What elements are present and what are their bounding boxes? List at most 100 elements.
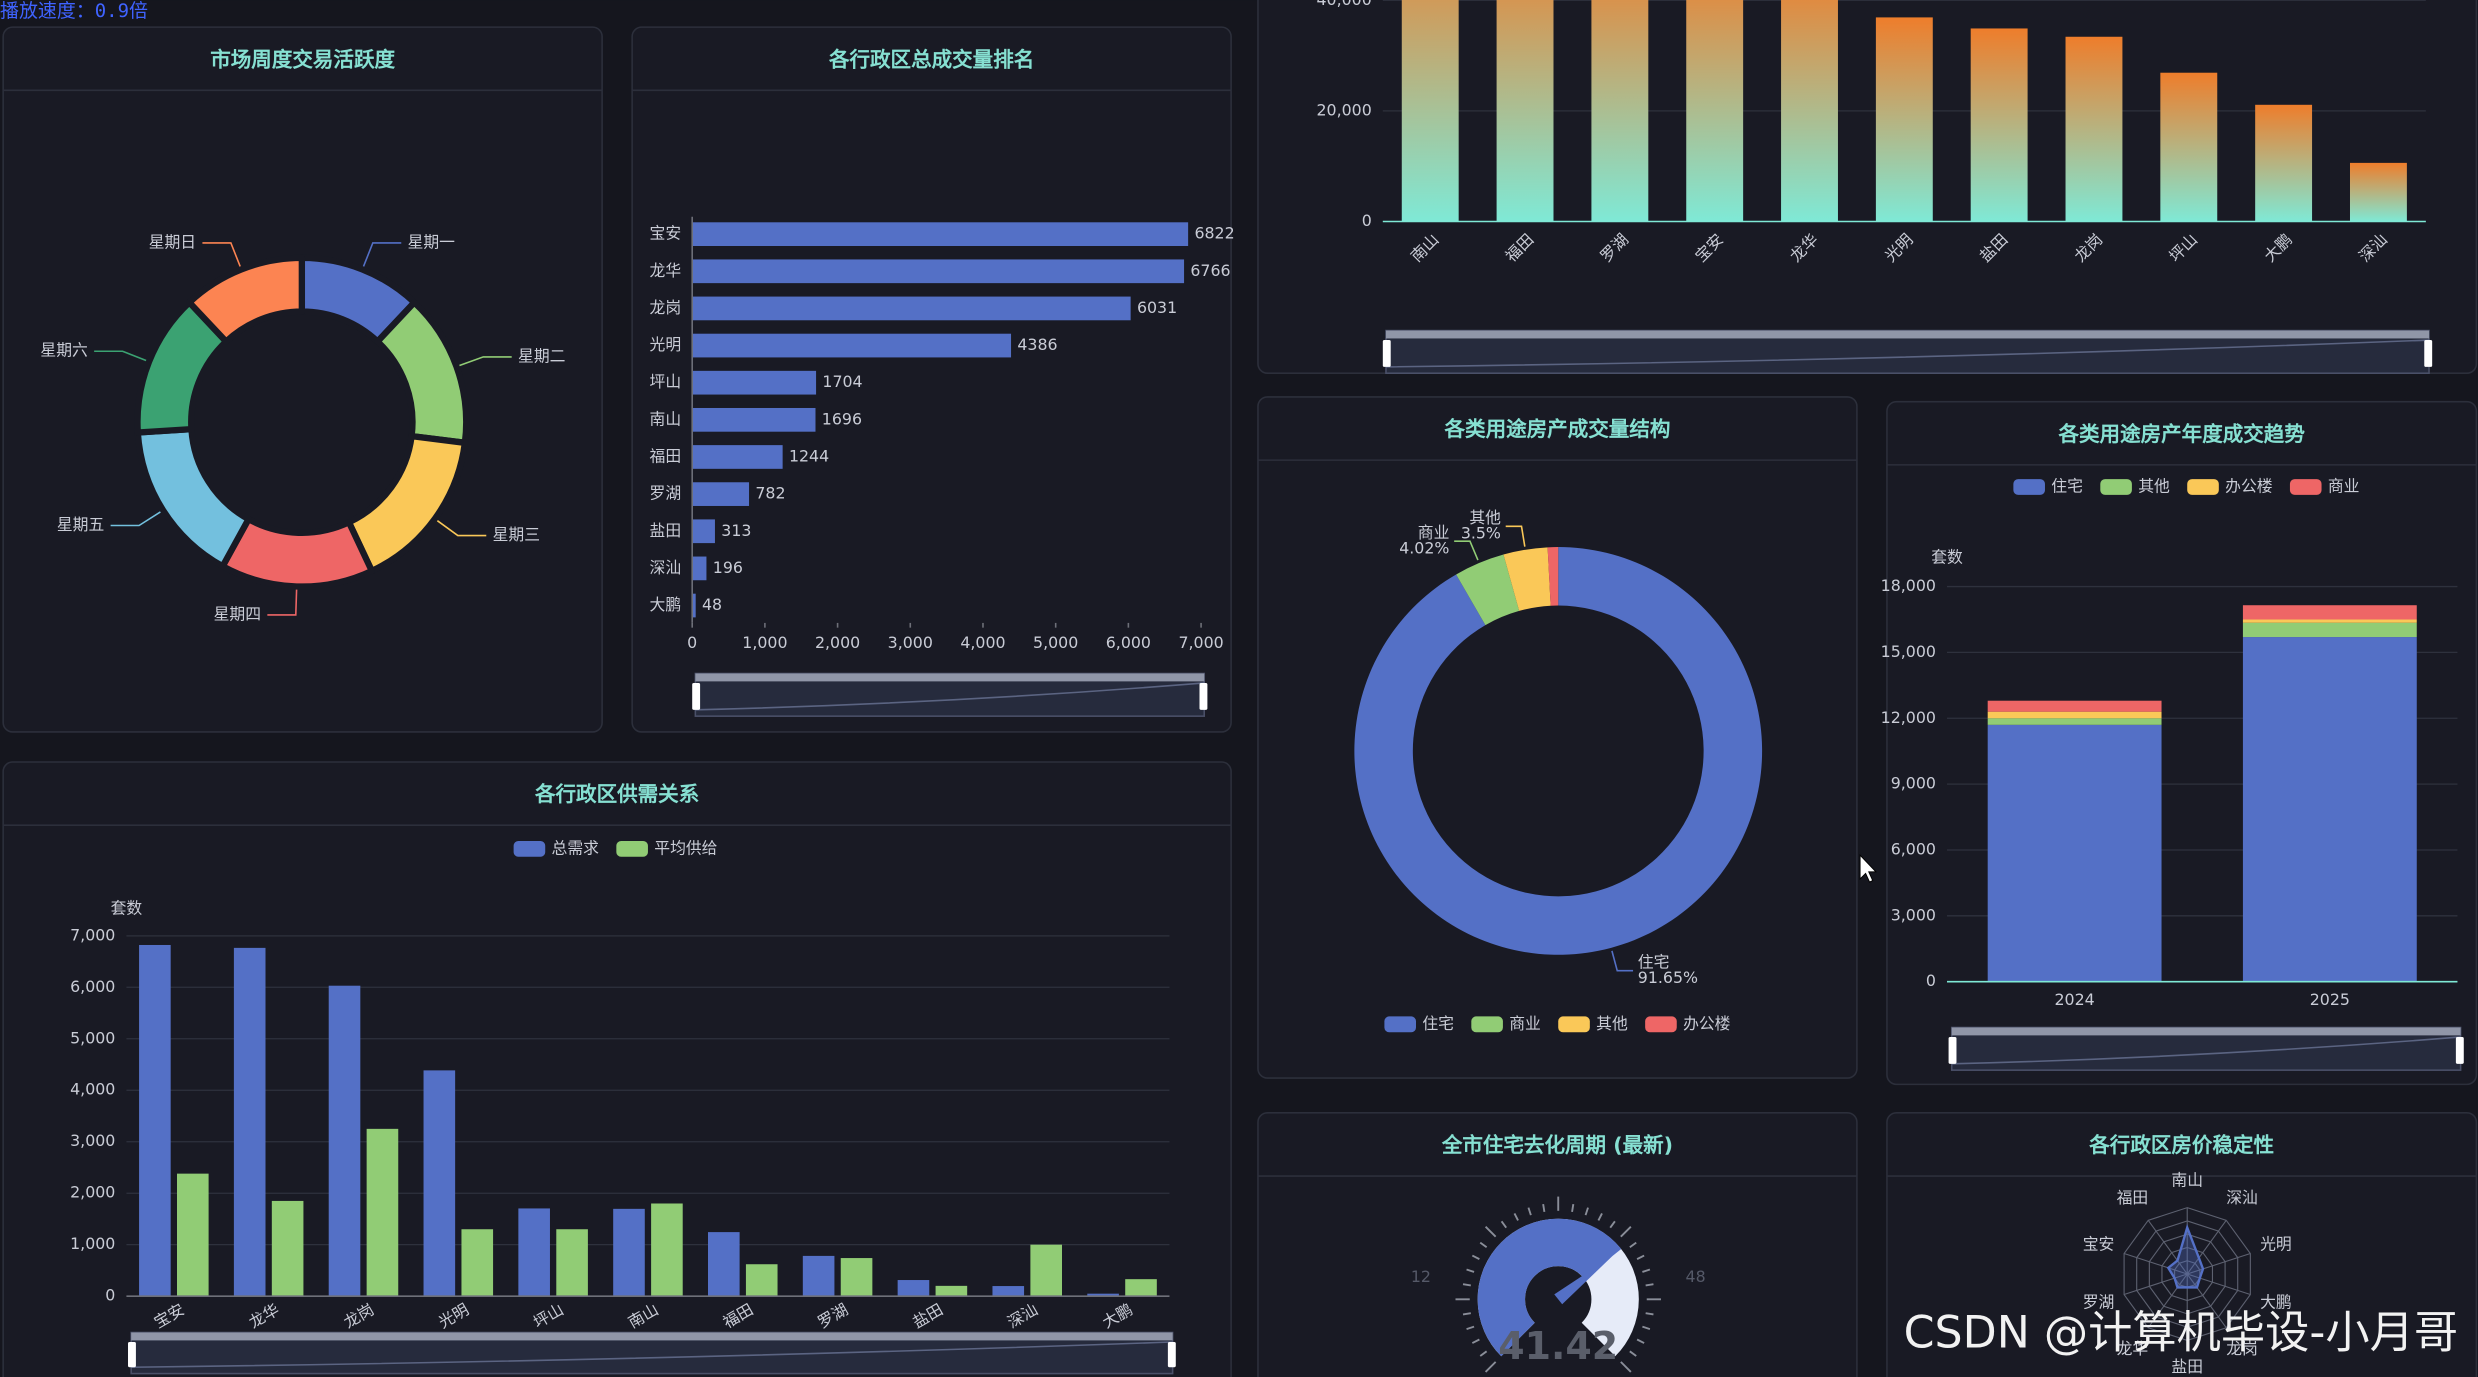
bar (1781, 0, 1838, 222)
slice-label: 星期六 (40, 341, 88, 360)
x-tick-label: 4,000 (960, 633, 1005, 652)
gauge-dash (1500, 1220, 1507, 1229)
legend-label: 平均供给 (654, 838, 717, 857)
slice-label: 其他 (1469, 508, 1501, 527)
y-tick-label: 2,000 (70, 1183, 115, 1202)
zoom-slider-bar (1385, 330, 2430, 339)
y-tick-label: 大鹏 (650, 595, 682, 614)
gauge-dash (1471, 1254, 1480, 1260)
legend-label: 其他 (2138, 477, 2170, 496)
gauge-dash (1484, 1361, 1497, 1373)
leader-line (94, 350, 147, 362)
bar (692, 296, 1131, 321)
x-tick-label: 6,000 (1106, 633, 1151, 652)
leader-line (362, 242, 402, 267)
legend-swatch (1645, 1016, 1677, 1033)
bar (935, 1285, 968, 1297)
radar-indicator: 福田 (2117, 1188, 2149, 1207)
leader-line (1505, 525, 1526, 547)
y-axis-label: 套数 (111, 898, 143, 917)
zoom-slider-bar (131, 1332, 1173, 1341)
bar (692, 407, 816, 432)
gauge-dash (1636, 1338, 1645, 1344)
bar (233, 947, 266, 1297)
bar (745, 1264, 778, 1297)
value-label: 4.02% (1399, 539, 1449, 558)
zoom-slider-shadow (1385, 339, 2430, 368)
gauge-dash (1620, 1361, 1632, 1373)
y-tick-label: 宝安 (650, 224, 682, 243)
zoom-handle (1167, 1341, 1176, 1368)
legend-label: 住宅 (1422, 1014, 1454, 1033)
y-tick-label: 罗湖 (650, 484, 682, 503)
radar-indicator: 光明 (2260, 1235, 2292, 1254)
radar-indicator: 龙岗 (2226, 1339, 2258, 1358)
zoom-handle (128, 1341, 136, 1368)
bar (366, 1128, 399, 1297)
legend-swatch (2289, 479, 2322, 495)
gauge-dash (1462, 1312, 1471, 1316)
panel-title: 各行政区供需关系 (534, 782, 699, 806)
bar (802, 1255, 835, 1297)
x-tick-label: 3,000 (888, 633, 933, 652)
bar-segment (2242, 637, 2417, 982)
y-tick-label: 5,000 (70, 1028, 115, 1047)
slice-label: 星期二 (518, 346, 565, 365)
y-tick-label: 0 (1362, 211, 1372, 230)
gauge-dash (1636, 1254, 1645, 1260)
watermark: CSDN @计算机毕设-小月哥 (1904, 1308, 2458, 1359)
y-tick-label: 龙华 (650, 261, 682, 280)
bar-segment (1987, 724, 2162, 982)
leader-line (436, 520, 487, 537)
bar (556, 1229, 588, 1297)
gauge-dash (1584, 1207, 1589, 1216)
gauge-progress (1477, 1218, 1622, 1357)
legend-label: 商业 (2328, 477, 2360, 496)
gauge-dash (1462, 1283, 1471, 1287)
bar (328, 985, 361, 1297)
panel (2, 26, 603, 733)
y-tick-label: 坪山 (650, 372, 682, 391)
zoom-handle (1199, 682, 1208, 710)
y-tick-label: 0 (1926, 971, 1936, 990)
leader-line (110, 511, 161, 527)
bar (1970, 28, 2028, 222)
zoom-handle (2424, 340, 2433, 367)
value-label: 196 (713, 558, 743, 577)
y-tick-label: 18,000 (1881, 576, 1936, 595)
pie-slice (186, 254, 306, 345)
y-tick-label: 福田 (650, 446, 682, 465)
bar (992, 1286, 1025, 1297)
y-tick-label: 深汕 (650, 558, 682, 577)
gauge-dash (1466, 1325, 1475, 1330)
y-tick-label: 7,000 (70, 925, 115, 944)
panel-title: 全市住宅去化周期 (最新) (1441, 1133, 1673, 1157)
legend-swatch (513, 841, 546, 857)
radar-indicator: 罗湖 (2083, 1292, 2115, 1311)
panel (1257, 396, 1858, 1079)
zoom-handle (692, 682, 701, 710)
bar (692, 222, 1189, 246)
bar (692, 593, 696, 618)
y-tick-label: 6,000 (1891, 839, 1936, 858)
y-tick-label: 4,000 (70, 1080, 115, 1099)
leader-line (1611, 950, 1634, 972)
zoom-handle (2455, 1036, 2464, 1064)
panel (631, 26, 1232, 733)
value-label: 6766 (1190, 261, 1230, 280)
bar (692, 482, 750, 506)
gauge-dash (1571, 1203, 1575, 1213)
legend-swatch (2100, 479, 2132, 495)
value-label: 1696 (822, 409, 862, 428)
bar (692, 556, 707, 581)
y-tick-label: 南山 (650, 409, 682, 428)
y-tick-label: 20,000 (1316, 100, 1371, 119)
gauge-tick-label: 48 (1686, 1267, 1706, 1286)
zoom-slider-shadow (131, 1341, 1173, 1369)
bar (2349, 162, 2407, 222)
gauge-dash (1620, 1226, 1632, 1238)
bar-segment (2242, 605, 2417, 620)
legend-swatch (1558, 1016, 1590, 1033)
bar-segment (2242, 622, 2417, 638)
